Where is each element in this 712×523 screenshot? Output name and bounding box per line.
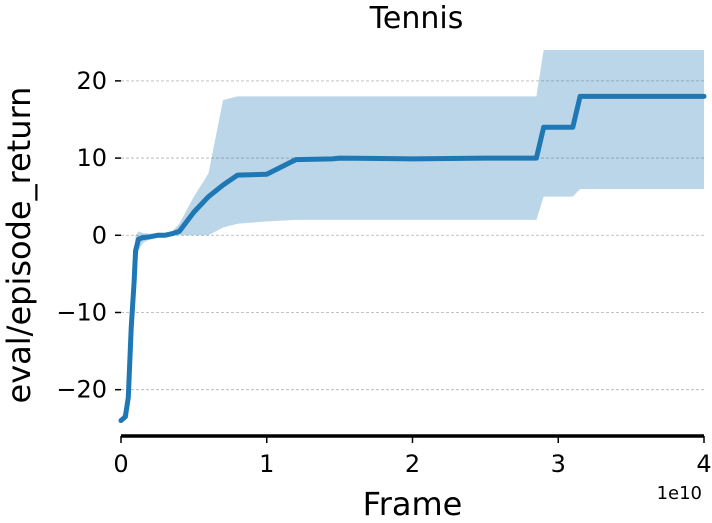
y-tick-label: 0 — [92, 221, 107, 249]
chart-title: Tennis — [369, 1, 464, 36]
y-tick-label: 10 — [76, 144, 107, 172]
y-tick-label: −20 — [56, 376, 107, 404]
x-tick-label: 4 — [696, 450, 711, 478]
x-tick-label: 1 — [259, 450, 274, 478]
y-tick-label: −10 — [56, 298, 107, 326]
series-line — [118, 93, 707, 424]
x-axis-label: Frame — [363, 485, 463, 523]
x-axis-offset-label: 1e10 — [657, 483, 702, 504]
axis-ticks: −20 −10 0 10 20 0 1 2 3 4 — [56, 67, 711, 478]
y-axis-label: eval/episode_return — [0, 87, 38, 404]
x-tick-label: 3 — [551, 450, 566, 478]
confidence-band — [121, 50, 704, 421]
grid-lines — [121, 80, 704, 391]
y-tick-label: 20 — [76, 67, 107, 95]
x-tick-label: 2 — [405, 450, 420, 478]
x-tick-label: 0 — [113, 450, 128, 478]
